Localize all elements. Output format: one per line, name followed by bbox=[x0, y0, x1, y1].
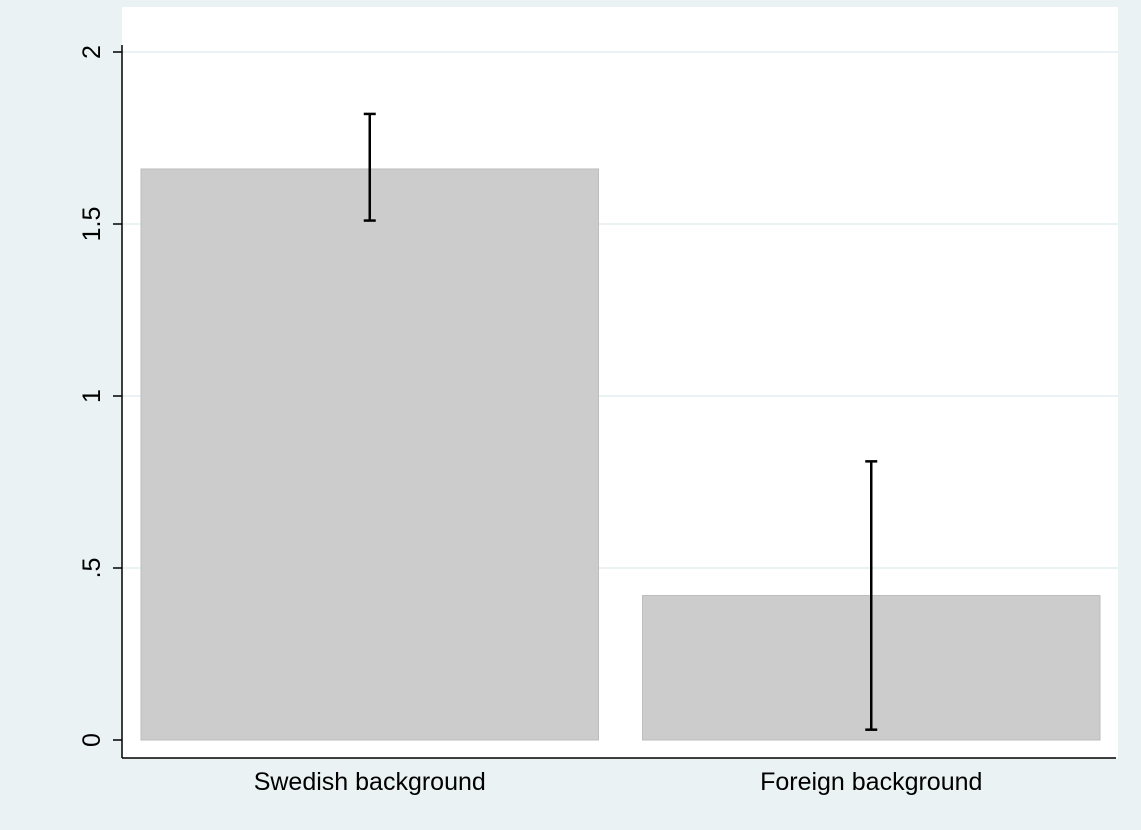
y-tick-label: .5 bbox=[78, 558, 106, 579]
error-bars bbox=[363, 112, 878, 731]
y-tick-label: 1.5 bbox=[78, 207, 106, 242]
x-tick-label: Foreign background bbox=[760, 768, 982, 796]
tick-labels: Swedish background Foreign background 0 .5 1… bbox=[78, 45, 982, 796]
y-tick-label: 1 bbox=[78, 389, 106, 403]
axes bbox=[113, 45, 1116, 759]
y-tick-label: 2 bbox=[78, 45, 106, 59]
bar bbox=[140, 168, 599, 741]
x-tick-label: Swedish background bbox=[254, 768, 486, 796]
bars bbox=[140, 168, 1101, 741]
y-tick-label: 0 bbox=[78, 733, 106, 747]
